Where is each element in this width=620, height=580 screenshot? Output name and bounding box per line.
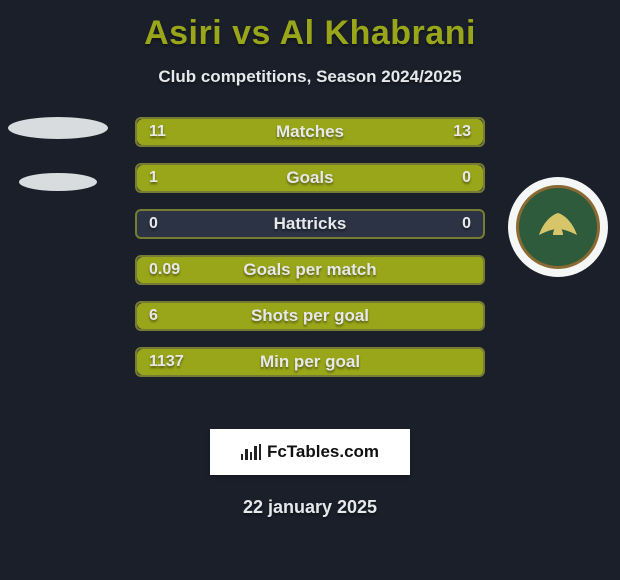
player-right-club-badge xyxy=(508,177,608,277)
stat-row: 0.09Goals per match xyxy=(135,255,485,285)
brand-badge[interactable]: FcTables.com xyxy=(210,429,410,475)
bar-fill-right xyxy=(397,165,484,191)
bar-fill-left xyxy=(137,257,483,283)
bar-chart-icon xyxy=(241,444,261,460)
bar-fill-left xyxy=(137,165,397,191)
bar-fill-left xyxy=(137,303,483,329)
comparison-card: Asiri vs Al Khabrani Club competitions, … xyxy=(0,0,620,580)
bars-area: 11Matches13 1Goals0 0Hattricks0 0.09Goals p… xyxy=(0,117,620,417)
bar-fill-left xyxy=(137,119,275,145)
stat-value-right: 0 xyxy=(462,215,471,233)
stat-row: 11Matches13 xyxy=(135,117,485,147)
avatar-pedestal-2 xyxy=(19,173,97,191)
stat-value-left: 0 xyxy=(149,215,158,233)
avatar-pedestal xyxy=(8,117,108,139)
stat-row: 6Shots per goal xyxy=(135,301,485,331)
stat-row: 1Goals0 xyxy=(135,163,485,193)
subtitle: Club competitions, Season 2024/2025 xyxy=(0,67,620,87)
footer-date: 22 january 2025 xyxy=(0,497,620,518)
stat-row: 0Hattricks0 xyxy=(135,209,485,239)
stat-label: Hattricks xyxy=(137,214,483,234)
page-title: Asiri vs Al Khabrani xyxy=(0,14,620,53)
stat-row: 1137Min per goal xyxy=(135,347,485,377)
bar-fill-right xyxy=(275,119,483,145)
bar-fill-left xyxy=(137,349,483,375)
eagle-icon xyxy=(533,209,583,245)
player-left-avatar xyxy=(8,117,108,217)
brand-text: FcTables.com xyxy=(267,442,379,462)
club-shield-icon xyxy=(516,185,600,269)
